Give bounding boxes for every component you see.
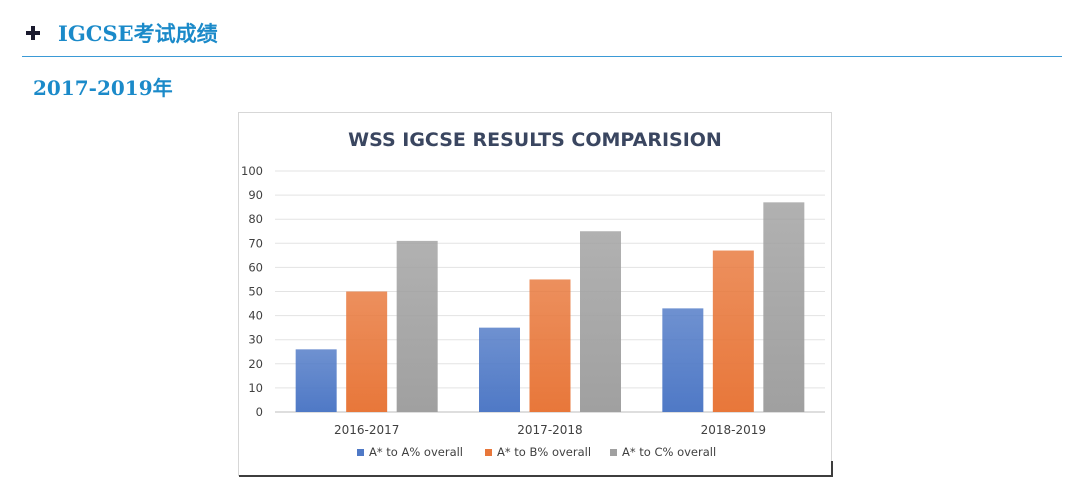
- x-tick-label: 2018-2019: [701, 423, 766, 437]
- section-header[interactable]: IGCSE考试成绩: [22, 12, 1062, 54]
- legend-label: A* to A% overall: [369, 445, 463, 459]
- section-title: IGCSE考试成绩: [58, 21, 218, 46]
- section-divider: [22, 56, 1062, 57]
- legend-swatch: [485, 449, 492, 456]
- y-tick-label: 90: [248, 188, 263, 202]
- chart-frame: WSS IGCSE RESULTS COMPARISION 0 10 20 30 40 5…: [238, 112, 833, 477]
- x-tick-label: 2016-2017: [334, 423, 399, 437]
- y-tick-label: 80: [248, 212, 263, 226]
- bar-chart: WSS IGCSE RESULTS COMPARISION 0 10 20 30 40 5…: [241, 129, 825, 459]
- y-tick-label: 100: [241, 164, 263, 178]
- legend-swatch: [610, 449, 617, 456]
- bar: [396, 240, 438, 412]
- y-tick-label: 60: [248, 260, 263, 274]
- y-tick-label: 40: [248, 309, 263, 323]
- y-tick-label: 20: [248, 357, 263, 371]
- chart-title: WSS IGCSE RESULTS COMPARISION: [348, 129, 722, 151]
- frame-right-rule: [831, 461, 833, 477]
- frame-bottom-rule: [239, 475, 833, 477]
- x-axis: 2016-2017 2017-2018 2018-2019: [334, 423, 766, 437]
- y-tick-label: 50: [248, 285, 263, 299]
- y-tick-label: 0: [256, 405, 263, 419]
- bar: [479, 327, 520, 412]
- bar: [712, 250, 754, 412]
- y-axis: 0 10 20 30 40 50 60 70 80 90 100: [241, 164, 263, 419]
- legend: A* to A% overall A* to B% overall A* to C%…: [357, 445, 716, 459]
- bar: [580, 231, 621, 412]
- bars: [295, 202, 805, 412]
- legend-swatch: [357, 449, 364, 456]
- bar: [295, 349, 337, 412]
- x-tick-label: 2017-2018: [517, 423, 582, 437]
- bar: [529, 279, 571, 412]
- y-tick-label: 30: [248, 333, 263, 347]
- legend-label: A* to B% overall: [497, 445, 591, 459]
- y-tick-label: 10: [248, 381, 263, 395]
- subsection-title: 2017-2019年: [33, 76, 173, 100]
- legend-label: A* to C% overall: [622, 445, 716, 459]
- y-tick-label: 70: [248, 236, 263, 250]
- bar: [763, 202, 805, 412]
- bar: [346, 291, 388, 412]
- plus-icon[interactable]: [22, 22, 44, 44]
- bar: [662, 308, 704, 412]
